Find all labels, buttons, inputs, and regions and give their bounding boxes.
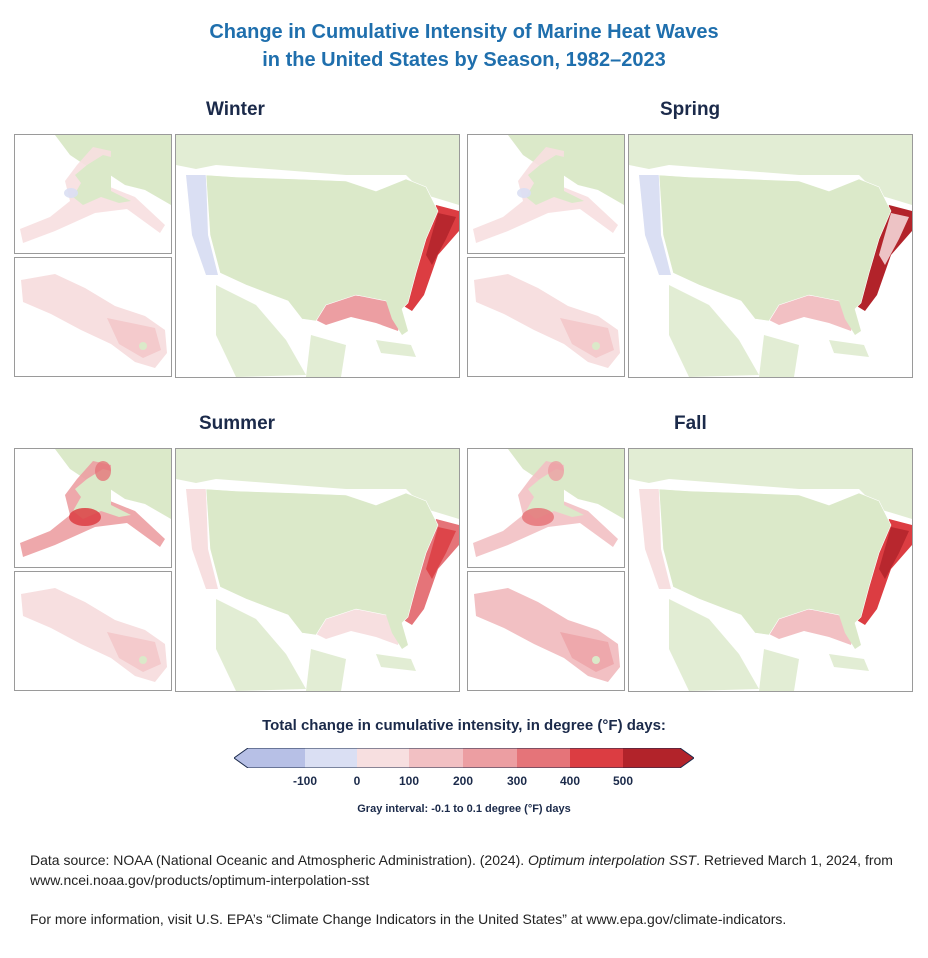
legend-gray-note: Gray interval: -0.1 to 0.1 degree (°F) d… bbox=[357, 803, 571, 815]
legend-tick-400: 400 bbox=[559, 774, 581, 788]
conus-map-graphic bbox=[176, 449, 459, 691]
conus-map-graphic bbox=[629, 135, 912, 377]
alaska-map-graphic bbox=[468, 449, 624, 567]
season-label-fall: Fall bbox=[674, 413, 707, 434]
summer-conus-map bbox=[175, 448, 460, 692]
winter-hawaii-map bbox=[14, 257, 172, 377]
season-label-winter: Winter bbox=[206, 99, 265, 120]
legend-swatch-4 bbox=[463, 748, 517, 768]
legend-swatch-1 bbox=[305, 748, 357, 768]
source-title: Optimum interpolation SST bbox=[528, 852, 697, 868]
legend-ticks: -100 0 100 200 300 400 500 bbox=[234, 774, 694, 792]
alaska-map-graphic bbox=[468, 135, 624, 253]
chart-title: Change in Cumulative Intensity of Marine… bbox=[0, 18, 928, 74]
hawaii-map-graphic bbox=[15, 572, 171, 690]
legend-swatch-5 bbox=[517, 748, 570, 768]
summer-alaska-map bbox=[14, 448, 172, 568]
legend-swatch-3 bbox=[409, 748, 463, 768]
fall-conus-map bbox=[628, 448, 913, 692]
summer-hawaii-map bbox=[14, 571, 172, 691]
conus-map-graphic bbox=[176, 135, 459, 377]
legend-swatch-7 bbox=[623, 748, 694, 768]
source-prefix: Data source: NOAA (National Oceanic and … bbox=[30, 852, 529, 868]
fall-alaska-map bbox=[467, 448, 625, 568]
spring-conus-map bbox=[628, 134, 913, 378]
season-label-summer: Summer bbox=[199, 413, 276, 434]
hawaii-map-graphic bbox=[468, 258, 624, 376]
season-label-spring: Spring bbox=[660, 99, 721, 120]
source-suffix: . Retrieved March 1, 2024, from www.ncei… bbox=[30, 852, 893, 888]
fall-hawaii-map bbox=[467, 571, 625, 691]
legend-tick-100: 100 bbox=[398, 774, 420, 788]
legend-tick-300: 300 bbox=[506, 774, 528, 788]
title-line-2: in the United States by Season, 1982–202… bbox=[262, 49, 666, 71]
legend-title: Total change in cumulative intensity, in… bbox=[262, 717, 666, 734]
hawaii-map-graphic bbox=[15, 258, 171, 376]
alaska-map-graphic bbox=[15, 449, 171, 567]
alaska-map-graphic bbox=[15, 135, 171, 253]
legend-tick-200: 200 bbox=[452, 774, 474, 788]
legend-color-bar bbox=[234, 748, 694, 768]
legend-tick-500: 500 bbox=[612, 774, 634, 788]
legend-tick-neg100: -100 bbox=[292, 774, 318, 788]
legend-swatch-0 bbox=[234, 748, 305, 768]
title-line-1: Change in Cumulative Intensity of Marine… bbox=[209, 21, 719, 43]
data-source: Data source: NOAA (National Oceanic and … bbox=[30, 850, 900, 890]
hawaii-map-graphic bbox=[468, 572, 624, 690]
winter-conus-map bbox=[175, 134, 460, 378]
legend-tick-0: 0 bbox=[353, 774, 361, 788]
more-info: For more information, visit U.S. EPA’s “… bbox=[30, 911, 787, 927]
winter-alaska-map bbox=[14, 134, 172, 254]
spring-alaska-map bbox=[467, 134, 625, 254]
legend-swatch-6 bbox=[570, 748, 623, 768]
legend-swatch-2 bbox=[357, 748, 409, 768]
spring-hawaii-map bbox=[467, 257, 625, 377]
conus-map-graphic bbox=[629, 449, 912, 691]
